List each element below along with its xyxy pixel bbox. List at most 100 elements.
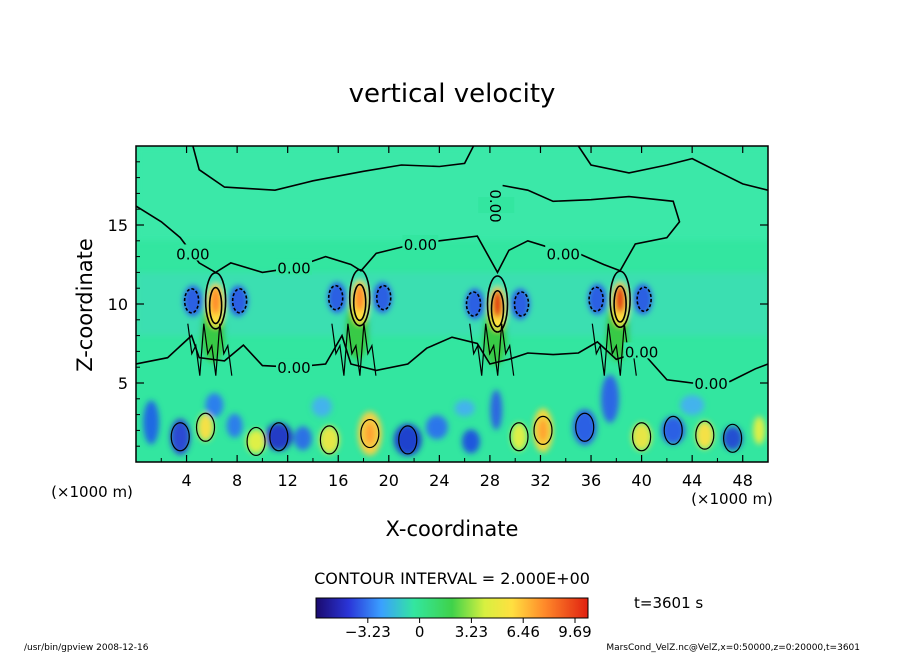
- contour-lines: [136, 146, 768, 457]
- lower-cell: [246, 429, 267, 454]
- contour-lower-cell: [663, 415, 683, 445]
- y-axis-ticks: 5 10 15: [108, 161, 768, 447]
- updraft-peak: [492, 290, 503, 318]
- updraft-peak: [615, 285, 626, 314]
- contour-negative: [588, 286, 604, 313]
- lower-cell: [293, 426, 312, 451]
- lower-cell: [393, 423, 422, 456]
- downdraft-flank: [182, 284, 203, 317]
- x-tick-label: 24: [429, 471, 449, 490]
- colorbar-tick-label: 9.69: [558, 623, 591, 641]
- contour-zero-upper: [136, 184, 681, 275]
- lower-cell: [695, 421, 714, 450]
- lower-cell: [170, 418, 191, 455]
- y-tick-label: 10: [108, 295, 128, 314]
- lower-cell: [425, 415, 448, 440]
- contour-label: 0.00: [547, 245, 580, 263]
- x-tick-label: 4: [181, 471, 191, 490]
- lower-cell: [226, 413, 243, 438]
- contour-lower-cell: [360, 418, 380, 449]
- contour-labels: 0.00 0.00 0.00 0.00 0.00 0.00 0.00 0.00: [174, 189, 730, 393]
- contour-label: 0.00: [277, 359, 310, 377]
- downdraft-flank: [372, 281, 393, 314]
- upper-layer: [136, 146, 768, 241]
- contour-label: 0.00: [277, 260, 310, 278]
- lower-cell: [510, 422, 527, 451]
- x-tick-label: 28: [480, 471, 500, 490]
- contour-lower-cell: [246, 426, 266, 457]
- x-tick-label: 40: [631, 471, 651, 490]
- contour-label-bg: [174, 244, 211, 261]
- contour-negative: [183, 288, 200, 314]
- x-tick-label: 32: [530, 471, 550, 490]
- colorbar-tick-label: −3.23: [345, 623, 391, 641]
- contour-plume-inner: [208, 286, 223, 325]
- lower-cell: [197, 413, 214, 442]
- x-tick-label: 20: [379, 471, 399, 490]
- lower-cell: [572, 409, 597, 446]
- contour-plume-outer: [204, 272, 227, 330]
- contour-plume-outer: [609, 270, 631, 329]
- lower-cell: [364, 422, 375, 445]
- contour-label: 0.00: [625, 343, 658, 361]
- lower-cell: [454, 400, 475, 417]
- contour-lower-cell: [398, 425, 418, 455]
- x-axis-ticks: 4 8 12 16 20 24 28 32 36 40 44 48: [160, 146, 753, 490]
- downdraft-flank: [632, 283, 653, 316]
- contour-negative: [636, 286, 652, 313]
- colorbar: [315, 597, 589, 619]
- lower-cell: [680, 395, 705, 416]
- contour-lower-cell: [695, 420, 715, 450]
- contour-label-bg: [478, 197, 515, 214]
- y-tick-label: 15: [108, 216, 128, 235]
- contour-label: 0.00: [404, 236, 437, 254]
- colorbar-tick-label: 6.46: [507, 623, 540, 641]
- lower-cell: [631, 422, 652, 451]
- contour-lower-cell: [170, 422, 190, 452]
- contour-turbulence: [469, 323, 515, 376]
- contour-plume-inner: [352, 283, 367, 322]
- x-axis-label: X-coordinate: [386, 517, 519, 541]
- contour-lower-cell: [575, 412, 595, 442]
- downdraft-flank: [587, 283, 608, 316]
- contour-label: 0.00: [176, 245, 209, 263]
- contour-zero-top-left: [192, 146, 475, 192]
- footer-left: /usr/bin/gpview 2008-12-16: [24, 643, 149, 653]
- contour-label: 0.00: [694, 375, 727, 393]
- contour-plume-outer: [486, 275, 509, 333]
- contour-interval-label: CONTOUR INTERVAL = 2.000E+00: [314, 569, 590, 588]
- x-tick-label: 12: [278, 471, 298, 490]
- contour-label-bg: [693, 374, 730, 390]
- contour-lower-cell: [723, 423, 743, 453]
- contour-lower-cell: [269, 422, 289, 452]
- lower-cell: [661, 416, 686, 445]
- downdraft-flank: [464, 288, 485, 320]
- lower-cell: [601, 374, 619, 423]
- lower-cell: [461, 429, 480, 454]
- plot-area: 0.00 0.00 0.00 0.00 0.00 0.00 0.00 0.00: [136, 146, 768, 462]
- contour-lower-cell: [319, 425, 339, 455]
- colorbar-ticks: −3.23 0 3.23 6.46 9.69: [345, 618, 592, 641]
- contour-lower-cell: [509, 422, 529, 452]
- contour-turbulence: [187, 323, 233, 376]
- contour-negative: [327, 284, 344, 311]
- downdraft-flank: [228, 284, 249, 317]
- lower-cell: [205, 393, 224, 418]
- colorbar-tick-label: 0: [415, 623, 425, 641]
- lower-cell: [319, 425, 340, 454]
- contour-plume-inner: [613, 285, 627, 323]
- contour-label-bg: [276, 258, 312, 275]
- chart-title: vertical velocity: [349, 79, 556, 109]
- x-tick-label: 8: [232, 471, 242, 490]
- lower-cell: [143, 400, 160, 445]
- contour-lower-cell: [631, 422, 652, 452]
- y-axis-label: Z-coordinate: [73, 238, 97, 372]
- downdraft-flank: [510, 288, 531, 320]
- contour-zero-lower: [136, 333, 768, 384]
- contour-plume-outer: [348, 268, 371, 327]
- contour-label-bg: [623, 342, 660, 359]
- colorbar-tick-label: 3.23: [455, 623, 488, 641]
- lower-cell: [722, 426, 743, 451]
- lower-cell: [538, 418, 549, 443]
- x-tick-label: 36: [581, 471, 601, 490]
